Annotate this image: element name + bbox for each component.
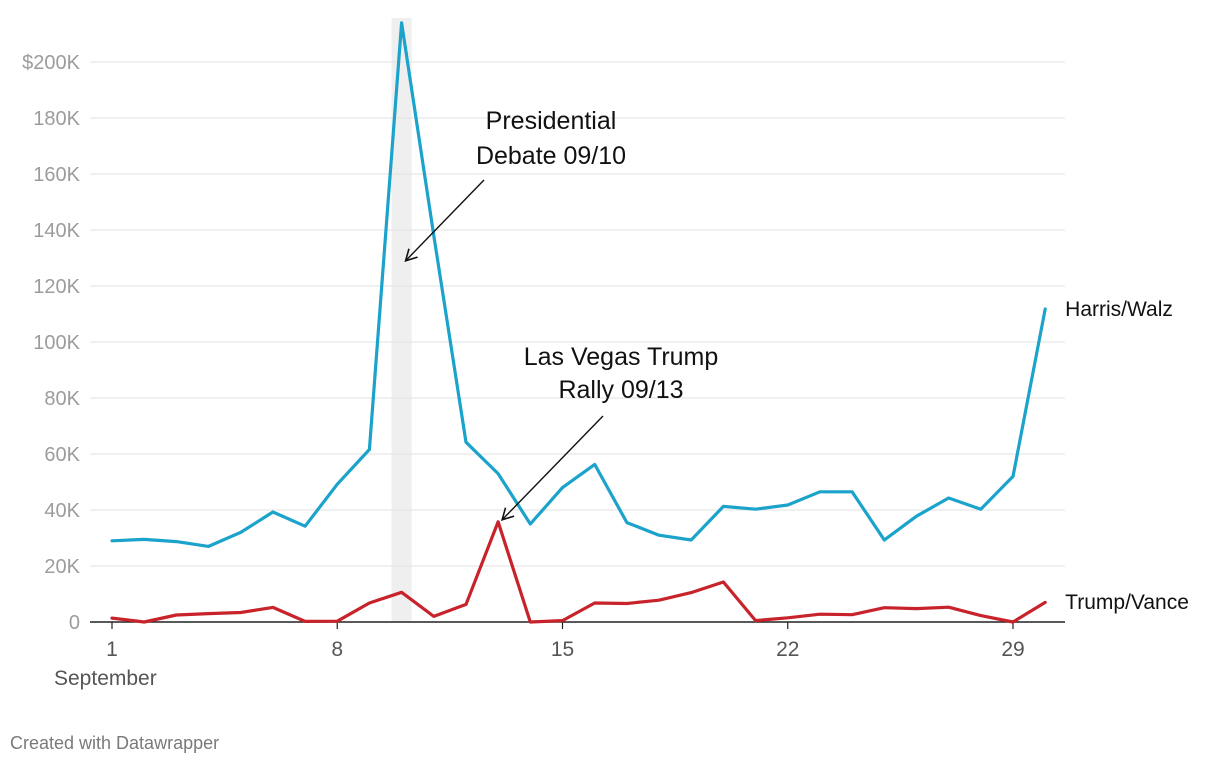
debate-highlight-band <box>391 18 412 622</box>
y-tick-label: 100K <box>33 332 80 354</box>
y-tick-label: 120K <box>33 276 80 298</box>
y-tick-label: 40K <box>44 500 80 522</box>
y-tick-label: 140K <box>33 220 80 242</box>
y-tick-label: 20K <box>44 556 80 578</box>
series-label: Harris/Walz <box>1065 298 1173 321</box>
annotation-text: Las Vegas Trump <box>524 343 719 371</box>
annotations: Presidential Debate 09/10 Las Vegas Trump R… <box>404 107 719 521</box>
y-axis-ticks: 0 20K 40K 60K 80K 100K 120K 140K 160K 180K $200K <box>22 52 80 634</box>
y-tick-label: 80K <box>44 388 80 410</box>
x-tick-label: 8 <box>331 638 343 661</box>
annotation-text: Rally 09/13 <box>558 376 683 404</box>
y-tick-label: $200K <box>22 52 80 74</box>
annotation-text: Debate 09/10 <box>476 142 626 170</box>
series-label: Trump/Vance <box>1065 591 1189 614</box>
gridlines <box>90 61 1065 567</box>
x-tick-label: 22 <box>776 638 799 661</box>
x-tick-label: 1 <box>106 638 118 661</box>
series-line-trump-vance <box>110 520 1047 624</box>
credit-text: Created with Datawrapper <box>10 733 220 753</box>
series-labels: Harris/Walz Trump/Vance <box>1065 298 1189 614</box>
annotation-arrow <box>404 179 485 262</box>
x-tick-label: 15 <box>551 638 574 661</box>
y-tick-label: 180K <box>33 108 80 130</box>
series-lines <box>110 21 1047 624</box>
x-axis-month-label: September <box>54 667 157 690</box>
y-tick-label: 160K <box>33 164 80 186</box>
y-tick-label: 0 <box>69 612 80 634</box>
annotation-text: Presidential <box>486 107 617 135</box>
series-line-harris-walz <box>110 21 1047 549</box>
y-tick-label: 60K <box>44 444 80 466</box>
annotation-arrow <box>500 415 604 521</box>
x-axis-ticks: 1 8 15 22 29 <box>106 622 1025 661</box>
x-tick-label: 29 <box>1001 638 1024 661</box>
